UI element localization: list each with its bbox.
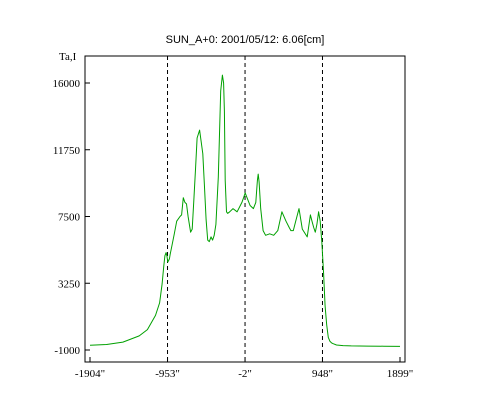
- y-tick-label: 11750: [53, 145, 81, 157]
- y-axis-label: Ta,I: [59, 51, 77, 63]
- x-tick-label: -1904": [75, 368, 105, 380]
- y-tick-label: 3250: [58, 278, 81, 290]
- x-tick-label: 948": [312, 368, 333, 380]
- y-tick-label: 7500: [58, 212, 81, 224]
- series-group: [89, 74, 401, 347]
- x-tick-label: 1899": [387, 368, 414, 380]
- series-line: [89, 74, 401, 347]
- y-axis: 16000 11750 7500 3250 -1000: [53, 78, 90, 357]
- x-tick-label: -2": [238, 368, 252, 380]
- x-axis: -1904" -953" -2" 948" 1899": [75, 357, 413, 380]
- y-tick-label: 16000: [53, 78, 81, 90]
- x-tick-label: -953": [155, 368, 180, 380]
- chart-title: SUN_A+0: 2001/05/12: 6.06[cm]: [166, 34, 325, 46]
- vertical-reference-lines: [167, 56, 323, 362]
- y-tick-label: -1000: [54, 345, 80, 357]
